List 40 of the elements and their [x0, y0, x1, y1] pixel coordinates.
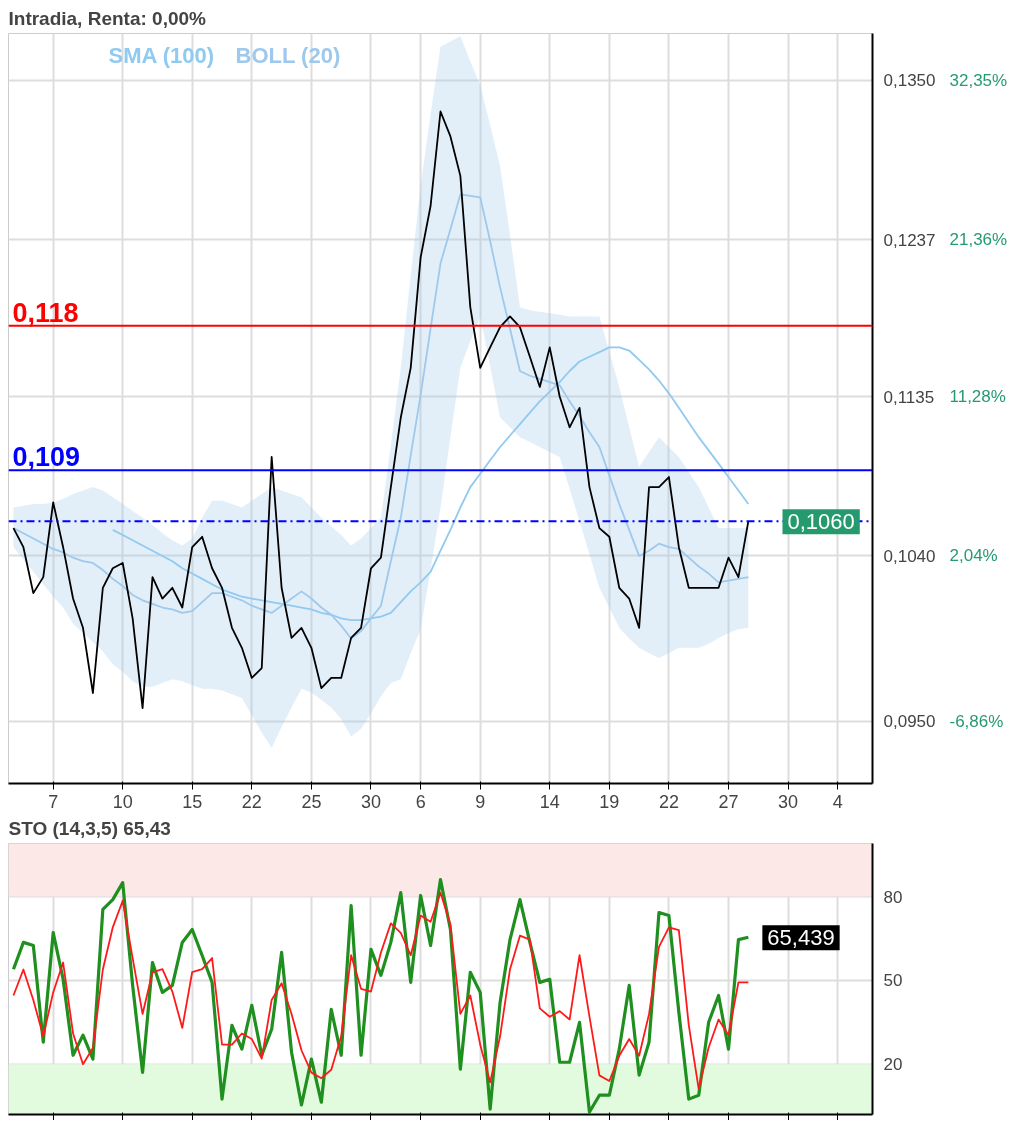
line-series: [12, 110, 750, 710]
y-tick-label: 0,0950: [883, 712, 936, 732]
x-tick-label: 15: [182, 791, 203, 812]
y-tick-label: 0,1040: [883, 546, 936, 566]
line-series: [12, 193, 750, 640]
x-tick-label: 27: [718, 791, 739, 812]
x-tick-label: 9: [475, 791, 486, 812]
text: 2,04%: [949, 546, 998, 566]
ref-line-label: 0,109: [12, 442, 81, 473]
x-tick-label: 6: [415, 791, 426, 812]
x-tick-label: 30: [360, 791, 381, 812]
text: 32,35%: [949, 70, 1008, 90]
x-tick-label: 22: [241, 791, 262, 812]
line-series: [12, 891, 750, 1090]
x-tick-label: 14: [539, 791, 560, 812]
y-tick-label: 0,1237: [883, 230, 936, 250]
text: -6,86%: [949, 711, 1004, 731]
ref-line-label: 0,1060: [787, 509, 855, 535]
y-tick-label: 50: [883, 971, 903, 991]
ref-line-label: 0,118: [12, 297, 79, 328]
text: SMA (100): [108, 42, 215, 68]
text: 11,28%: [949, 387, 1006, 407]
text: 21,36%: [949, 230, 1008, 250]
x-tick-label: 30: [778, 791, 799, 812]
data-label: 65,439: [767, 925, 835, 951]
chart-title: STO (14,3,5) 65,43: [8, 817, 171, 839]
text: BOLL (20): [235, 42, 341, 68]
x-tick-label: 25: [301, 791, 322, 812]
x-tick-label: 7: [48, 791, 59, 812]
x-tick-label: 19: [599, 791, 620, 812]
chart-title: Intradia, Renta: 0,00%: [8, 7, 207, 29]
x-tick-label: 4: [832, 791, 843, 812]
line-series: [11, 877, 750, 1114]
x-tick-label: 10: [112, 791, 133, 812]
x-tick-label: 22: [658, 791, 679, 812]
y-tick-label: 0,1350: [883, 71, 936, 91]
y-tick-label: 0,1135: [883, 387, 935, 407]
y-tick-label: 20: [883, 1055, 903, 1075]
y-tick-label: 80: [883, 887, 903, 907]
line-series: [111, 346, 750, 622]
